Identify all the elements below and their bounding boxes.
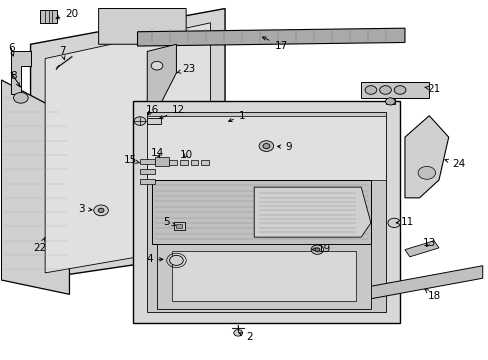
Text: 3: 3 bbox=[78, 203, 92, 213]
Polygon shape bbox=[140, 159, 154, 164]
Text: 5: 5 bbox=[163, 217, 175, 227]
Polygon shape bbox=[140, 179, 154, 184]
Circle shape bbox=[233, 330, 242, 336]
Circle shape bbox=[385, 98, 394, 105]
Bar bbox=[174, 222, 184, 230]
Text: 23: 23 bbox=[176, 64, 195, 74]
Text: 18: 18 bbox=[424, 289, 440, 301]
Bar bbox=[132, 102, 399, 323]
Text: 6: 6 bbox=[8, 43, 15, 56]
Bar bbox=[385, 99, 394, 104]
Polygon shape bbox=[361, 82, 428, 98]
Circle shape bbox=[14, 93, 28, 103]
Text: 17: 17 bbox=[262, 37, 287, 51]
Text: 8: 8 bbox=[10, 71, 20, 87]
Polygon shape bbox=[169, 160, 177, 165]
Text: 15: 15 bbox=[123, 156, 140, 165]
Polygon shape bbox=[254, 187, 370, 237]
Bar bbox=[147, 112, 385, 312]
Text: 24: 24 bbox=[444, 159, 464, 169]
Circle shape bbox=[259, 141, 273, 152]
Polygon shape bbox=[201, 160, 208, 165]
Polygon shape bbox=[154, 157, 169, 166]
Text: 22: 22 bbox=[34, 238, 47, 253]
Polygon shape bbox=[140, 169, 154, 174]
Polygon shape bbox=[11, 51, 30, 94]
Circle shape bbox=[379, 86, 390, 94]
Polygon shape bbox=[147, 44, 176, 102]
Polygon shape bbox=[180, 160, 187, 165]
Polygon shape bbox=[171, 251, 356, 301]
Circle shape bbox=[417, 166, 435, 179]
Polygon shape bbox=[404, 116, 448, 198]
Circle shape bbox=[314, 248, 319, 251]
Text: 19: 19 bbox=[311, 244, 331, 253]
Text: 4: 4 bbox=[146, 254, 163, 264]
Polygon shape bbox=[152, 180, 370, 244]
Polygon shape bbox=[366, 266, 482, 300]
Text: 11: 11 bbox=[395, 217, 413, 227]
Polygon shape bbox=[45, 23, 210, 273]
Polygon shape bbox=[190, 160, 198, 165]
Bar bbox=[147, 116, 385, 180]
Polygon shape bbox=[157, 244, 370, 309]
Circle shape bbox=[151, 62, 163, 70]
Bar bbox=[147, 118, 161, 123]
Text: 1: 1 bbox=[228, 111, 245, 122]
Circle shape bbox=[387, 218, 400, 228]
Text: 16: 16 bbox=[145, 105, 159, 115]
Text: 2: 2 bbox=[239, 332, 252, 342]
Text: 13: 13 bbox=[422, 238, 435, 248]
Circle shape bbox=[365, 86, 376, 94]
Polygon shape bbox=[30, 9, 224, 280]
Bar bbox=[176, 224, 182, 228]
Text: 14: 14 bbox=[150, 148, 163, 158]
Text: 10: 10 bbox=[179, 150, 192, 160]
Circle shape bbox=[393, 86, 405, 94]
Circle shape bbox=[98, 208, 104, 212]
Text: 20: 20 bbox=[56, 9, 78, 19]
Circle shape bbox=[169, 255, 183, 265]
Text: 7: 7 bbox=[59, 46, 65, 59]
Polygon shape bbox=[1, 80, 69, 294]
Polygon shape bbox=[137, 28, 404, 46]
Text: 12: 12 bbox=[159, 105, 185, 119]
Polygon shape bbox=[40, 10, 57, 23]
Polygon shape bbox=[99, 9, 186, 44]
Text: 21: 21 bbox=[424, 84, 440, 94]
Text: 9: 9 bbox=[277, 142, 291, 152]
Polygon shape bbox=[404, 241, 438, 257]
Circle shape bbox=[310, 245, 323, 254]
Circle shape bbox=[134, 117, 145, 125]
Circle shape bbox=[94, 205, 108, 216]
Circle shape bbox=[263, 144, 269, 149]
